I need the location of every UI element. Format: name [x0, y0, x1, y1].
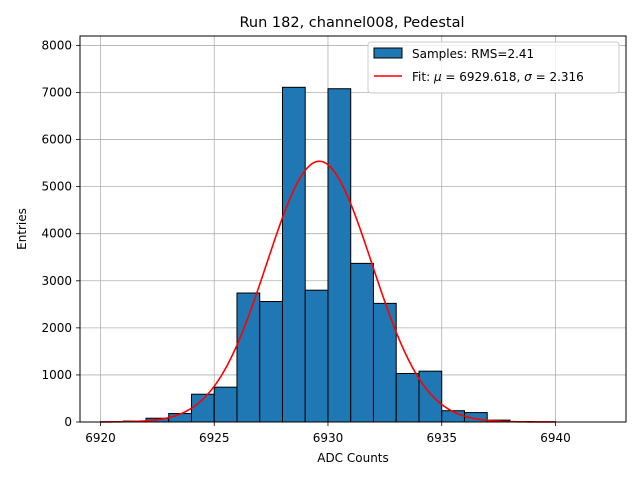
histogram-bar	[418, 370, 443, 423]
histogram-bar	[213, 386, 238, 423]
x-tick-label: 6940	[540, 431, 571, 445]
legend-fit-prefix: Fit:	[412, 70, 434, 84]
y-tick-label: 3000	[41, 274, 72, 288]
y-tick-label: 0	[64, 415, 72, 429]
histogram-bar	[395, 373, 420, 423]
y-tick-label: 4000	[41, 227, 72, 241]
y-tick-label: 7000	[41, 85, 72, 99]
x-axis-label: ADC Counts	[317, 451, 389, 465]
legend-fit-mu-symbol: μ	[433, 70, 442, 84]
x-tick-label: 6930	[313, 431, 344, 445]
legend-fit-label: Fit: μ = 6929.618, σ = 2.316	[412, 70, 584, 84]
legend: Samples: RMS=2.41 Fit: μ = 6929.618, σ =…	[367, 41, 620, 94]
legend-samples-label: Samples: RMS=2.41	[412, 47, 534, 61]
histogram-bar	[350, 262, 374, 423]
legend-samples-patch	[373, 47, 403, 59]
x-axis-ticks: 6920 6925 6930 6935 6940	[85, 422, 571, 445]
y-axis-ticks: 0 1000 2000 3000 4000 5000 6000 7000 8000	[41, 38, 80, 429]
y-axis-label: Entries	[15, 208, 29, 250]
y-tick-label: 1000	[41, 368, 72, 382]
histogram-bar	[259, 300, 283, 423]
chart-title: Run 182, channel008, Pedestal	[239, 15, 464, 31]
histogram-bar	[304, 289, 329, 423]
y-tick-label: 8000	[41, 38, 72, 52]
y-tick-label: 6000	[41, 133, 72, 147]
histogram-bar	[327, 88, 352, 423]
histogram-bar	[236, 292, 261, 423]
plot-frame	[79, 35, 627, 423]
x-tick-label: 6925	[199, 431, 230, 445]
histogram-bars	[99, 86, 556, 423]
gaussian-fit-line	[100, 160, 556, 423]
x-tick-label: 6920	[85, 431, 116, 445]
histogram-bar	[281, 86, 306, 423]
legend-box	[367, 41, 620, 94]
x-tick-label: 6935	[426, 431, 457, 445]
y-tick-label: 5000	[41, 180, 72, 194]
legend-fit-sigma-symbol: σ	[524, 70, 532, 84]
legend-fit-sigma-value: = 2.316	[532, 70, 584, 84]
y-tick-label: 2000	[41, 321, 72, 335]
legend-fit-mu-value: = 6929.618,	[442, 70, 525, 84]
histogram-bar	[372, 302, 397, 423]
